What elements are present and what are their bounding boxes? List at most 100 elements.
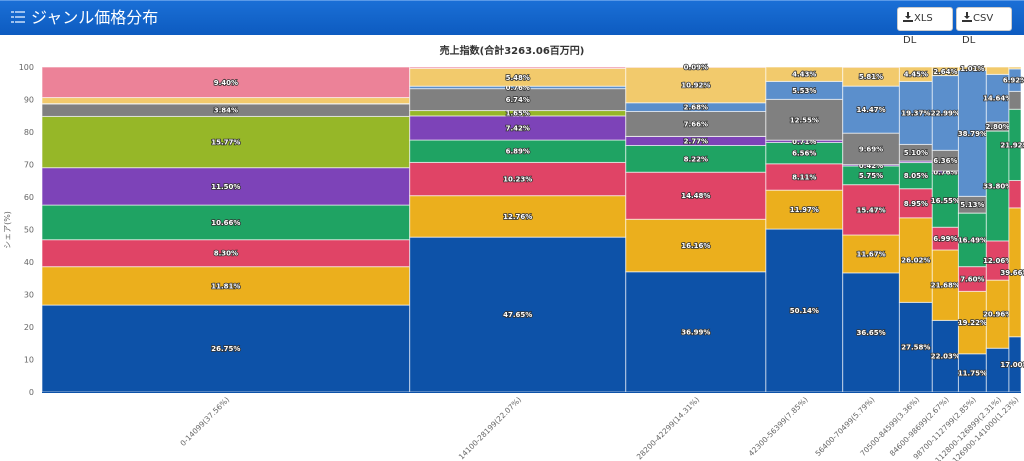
segment-label: 11.50% bbox=[211, 183, 240, 191]
panel-header: ジャンル価格分布 XLS DL CSV DL bbox=[0, 0, 1024, 46]
column-7: 11.75% 19.22% 7.60% 16.49% 5.13% 38.79% 1.01% bbox=[957, 64, 988, 393]
segment-4-2[interactable] bbox=[842, 184, 900, 236]
segment-1-2[interactable] bbox=[409, 161, 627, 197]
segment-label: 5.13% bbox=[960, 201, 984, 209]
segment-label: 10.92% bbox=[681, 82, 710, 90]
csv-download-label: CSV DL bbox=[962, 13, 994, 46]
segment-0-5[interactable] bbox=[41, 115, 411, 169]
segment-label: 2.80% bbox=[986, 123, 1010, 131]
segment-label: 36.99% bbox=[681, 328, 710, 336]
x-tick-label: 42300-56399(7.85%) bbox=[747, 395, 810, 458]
segment-2-8[interactable] bbox=[625, 66, 767, 104]
segment-4-7[interactable] bbox=[842, 85, 900, 134]
y-tick-label: 10 bbox=[24, 356, 34, 365]
segment-3-0[interactable] bbox=[765, 228, 844, 393]
segment-label: 8.11% bbox=[792, 173, 816, 181]
segment-5-0[interactable] bbox=[898, 301, 933, 393]
segment-label: 16.49% bbox=[958, 236, 987, 244]
y-tick-label: 80 bbox=[24, 128, 34, 137]
segment-label: 8.95% bbox=[904, 200, 928, 208]
y-tick-label: 40 bbox=[24, 258, 34, 267]
segment-label: 39.66% bbox=[1000, 269, 1024, 277]
segment-label: 21.68% bbox=[931, 282, 960, 290]
segment-6-7[interactable] bbox=[931, 75, 959, 151]
segment-label: 6.74% bbox=[506, 96, 530, 104]
segment-9-2[interactable] bbox=[1008, 179, 1022, 209]
segment-6-1[interactable] bbox=[931, 249, 959, 321]
segment-label: 0.76% bbox=[506, 84, 530, 92]
segment-label: 11.97% bbox=[790, 206, 819, 214]
segment-label: 0.09% bbox=[684, 64, 708, 72]
x-tick-label: 14100-28199(22.07%) bbox=[457, 395, 523, 461]
segment-label: 5.81% bbox=[859, 73, 883, 81]
segment-label: 7.60% bbox=[960, 275, 984, 283]
segment-0-8[interactable] bbox=[41, 97, 411, 105]
y-tick-label: 100 bbox=[19, 63, 34, 72]
segment-4-1[interactable] bbox=[842, 234, 900, 274]
segment-label: 17.00% bbox=[1000, 361, 1024, 369]
segment-label: 15.77% bbox=[211, 139, 240, 147]
segment-8-8[interactable] bbox=[985, 66, 1010, 75]
y-tick-label: 0 bbox=[29, 388, 34, 397]
y-tick-label: 20 bbox=[24, 323, 34, 332]
segment-label: 6.92% bbox=[1003, 77, 1024, 85]
segment-0-3[interactable] bbox=[41, 204, 411, 241]
segment-label: 47.65% bbox=[503, 311, 532, 319]
segment-5-3[interactable] bbox=[898, 162, 933, 190]
segment-4-6[interactable] bbox=[842, 132, 900, 166]
y-tick-label: 50 bbox=[24, 226, 34, 235]
segment-1-0[interactable] bbox=[409, 236, 627, 393]
segment-label: 5.53% bbox=[792, 87, 816, 95]
segment-7-3[interactable] bbox=[957, 212, 987, 268]
segment-4-0[interactable] bbox=[842, 272, 900, 393]
segment-7-7[interactable] bbox=[957, 69, 987, 197]
segment-label: 6.56% bbox=[792, 150, 816, 158]
csv-download-button[interactable]: CSV DL bbox=[956, 7, 1012, 46]
segment-5-1[interactable] bbox=[898, 217, 933, 303]
segment-6-3[interactable] bbox=[931, 172, 959, 228]
segment-7-2[interactable] bbox=[957, 266, 987, 292]
segment-5-7[interactable] bbox=[898, 80, 933, 145]
segment-label: 0.42% bbox=[859, 162, 883, 170]
segment-label: 26.75% bbox=[211, 345, 240, 353]
segment-label: 16.55% bbox=[931, 197, 960, 205]
segment-label: 1.01% bbox=[960, 65, 984, 73]
segment-7-1[interactable] bbox=[957, 290, 987, 355]
segment-label: 9.40% bbox=[214, 79, 238, 87]
column-5: 27.58% 26.02% 8.95% 8.05% 5.10% 19.37% 4.45% bbox=[898, 66, 933, 393]
segment-label: 6.36% bbox=[933, 157, 957, 165]
segment-label: 3.84% bbox=[214, 107, 238, 115]
segment-label: 9.69% bbox=[859, 145, 883, 153]
segment-1-1[interactable] bbox=[409, 195, 627, 238]
segment-6-0[interactable] bbox=[931, 319, 959, 393]
x-tick-label: 0-14099(37.56%) bbox=[178, 395, 231, 448]
segment-label: 8.05% bbox=[904, 172, 928, 180]
y-tick-label: 90 bbox=[24, 96, 34, 105]
segment-label: 6.89% bbox=[506, 148, 530, 156]
segment-2-2[interactable] bbox=[625, 171, 767, 220]
x-axis: 0-14099(37.56%) 14100-28199(22.07%) 28200-… bbox=[42, 392, 1021, 461]
segment-8-0[interactable] bbox=[985, 347, 1010, 393]
list-icon bbox=[11, 11, 25, 23]
chart-title: 売上指数(合計3263.06百万円) bbox=[439, 46, 585, 57]
column-9: 17.00% 39.66% 21.92% 6.92% bbox=[1000, 66, 1024, 393]
xls-download-button[interactable]: XLS DL bbox=[897, 7, 953, 46]
column-6: 22.03% 21.68% 6.99% 16.55% 0.76% 6.36% 22.99% 2… bbox=[930, 66, 961, 393]
segment-label: 12.76% bbox=[503, 213, 532, 221]
segment-9-8[interactable] bbox=[1008, 66, 1022, 70]
plot-area: 26.75% 11.81% 8.30% 10.66% 11.50% 15.77% 3.84%… bbox=[41, 63, 1024, 393]
segment-1-9[interactable] bbox=[409, 66, 627, 69]
y-tick-label: 70 bbox=[24, 161, 34, 170]
segment-label: 26.02% bbox=[901, 257, 930, 265]
segment-3-1[interactable] bbox=[765, 189, 844, 230]
column-3: 50.14% 11.97% 8.11% 6.56% 0.71% 12.55% 5.53% 4.… bbox=[765, 66, 844, 393]
segment-label: 8.30% bbox=[214, 250, 238, 258]
segment-label: 50.14% bbox=[790, 307, 819, 315]
y-axis-label: シェア(%) bbox=[3, 211, 12, 249]
segment-label: 14.47% bbox=[856, 106, 885, 114]
column-4: 36.65% 11.67% 15.47% 5.75% 0.42% 9.69% 14.47% 5… bbox=[842, 66, 900, 393]
segment-label: 22.03% bbox=[931, 353, 960, 361]
segment-9-6[interactable] bbox=[1008, 90, 1022, 110]
segment-label: 1.65% bbox=[506, 110, 530, 118]
